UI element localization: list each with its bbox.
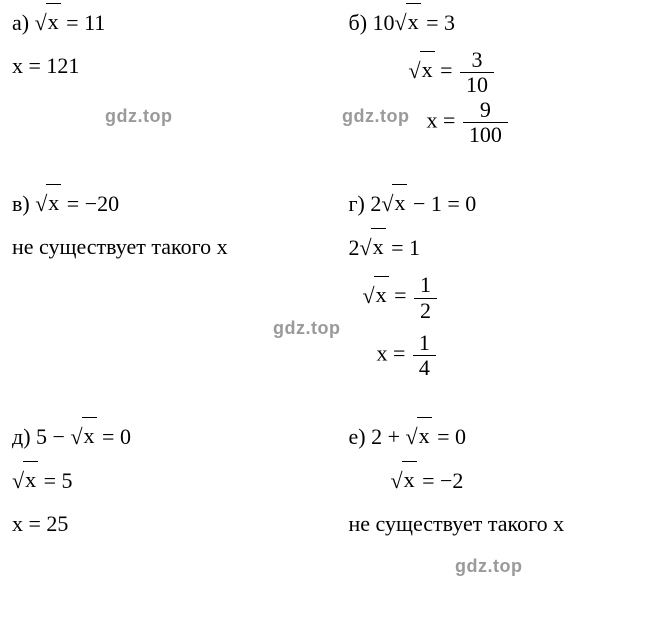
sqrt-arg: x	[374, 276, 389, 312]
sqrt-icon: x	[35, 185, 61, 221]
step-g1: 2x = 1	[349, 229, 658, 265]
problem-b: б) 10x = 3 x = 3 10 x = 9 100	[329, 0, 665, 151]
step-g1-lhs: 2	[349, 235, 360, 260]
sqrt-icon: x	[395, 4, 421, 40]
sqrt-arg: x	[402, 461, 417, 497]
sqrt-icon: x	[70, 418, 96, 454]
eq-b: б) 10 x = 3	[349, 4, 658, 40]
problem-e: е) 2 + x = 0 x = −2 не существует такого…	[329, 414, 665, 546]
problem-v: в) x = −20 не существует такого x	[0, 181, 329, 384]
sqrt-arg: x	[420, 51, 435, 87]
sqrt-arg: x	[82, 417, 97, 453]
problem-a: а) x = 11 x = 121	[0, 0, 329, 151]
step-e1: x = −2	[349, 462, 658, 498]
row-ab: а) x = 11 x = 121 б) 10x = 3 x = 3 10	[0, 0, 665, 151]
frac-den: 4	[413, 356, 436, 380]
eq-b-lhs: 10	[373, 10, 395, 35]
fraction: 3 10	[460, 48, 494, 97]
step-b1: x = 3 10	[349, 48, 658, 97]
step-b2-lhs: x =	[427, 107, 456, 132]
step-d2: x = 25	[12, 506, 321, 541]
eq-b-rhs: = 3	[426, 10, 455, 35]
sqrt-arg: x	[23, 461, 38, 497]
step-g3-lhs: x =	[377, 340, 406, 365]
label-b: б)	[349, 10, 368, 35]
eq-g-rhs: − 1 = 0	[413, 191, 476, 216]
sqrt-icon: x	[406, 418, 432, 454]
sqrt-icon: x	[381, 185, 407, 221]
sqrt-icon: x	[35, 4, 61, 40]
eq-d-lhs: 5 −	[36, 424, 65, 449]
label-e: е)	[349, 424, 366, 449]
frac-den: 100	[463, 123, 508, 147]
sqrt-arg: x	[406, 3, 421, 39]
frac-num: 9	[463, 98, 508, 123]
eq-e-rhs: = 0	[437, 424, 466, 449]
label-g: г)	[349, 191, 365, 216]
sqrt-arg: x	[46, 184, 61, 220]
label-d: д)	[12, 424, 31, 449]
eq-e-lhs: 2 +	[371, 424, 400, 449]
page-container: а) x = 11 x = 121 б) 10x = 3 x = 3 10	[0, 0, 665, 641]
eq-d-rhs: = 0	[102, 424, 131, 449]
eq-a: а) x = 11	[12, 4, 321, 40]
eq-v-rhs: = −20	[67, 191, 119, 216]
eq-g: г) 2x − 1 = 0	[349, 185, 658, 221]
sqrt-arg: x	[417, 417, 432, 453]
fraction: 1 2	[414, 273, 437, 322]
sqrt-arg: x	[371, 228, 386, 264]
step-b2: x = 9 100	[349, 98, 658, 147]
problem-d: д) 5 − x = 0 x = 5 x = 25	[0, 414, 329, 546]
eq-e: е) 2 + x = 0	[349, 418, 658, 454]
step-d1: x = 5	[12, 462, 321, 498]
sqrt-icon: x	[409, 52, 435, 88]
sqrt-icon: x	[363, 277, 389, 313]
row-de: д) 5 − x = 0 x = 5 x = 25 е) 2 + x = 0 x	[0, 414, 665, 546]
step-e1-rhs: = −2	[422, 468, 463, 493]
frac-num: 1	[413, 331, 436, 356]
eq-a-rhs: = 11	[66, 10, 105, 35]
sol-a: x = 121	[12, 48, 321, 83]
step-g1-rhs: = 1	[391, 235, 420, 260]
problem-g: г) 2x − 1 = 0 2x = 1 x = 1 2 x =	[329, 181, 665, 384]
step-g3: x = 1 4	[349, 331, 658, 380]
eq-d: д) 5 − x = 0	[12, 418, 321, 454]
label-v: в)	[12, 191, 30, 216]
label-a: а)	[12, 10, 29, 35]
sqrt-icon: x	[12, 462, 38, 498]
frac-num: 3	[460, 48, 494, 73]
fraction: 1 4	[413, 331, 436, 380]
sqrt-icon: x	[360, 229, 386, 265]
frac-den: 10	[460, 73, 494, 97]
sol-e: не существует такого x	[349, 506, 658, 541]
frac-den: 2	[414, 299, 437, 323]
sqrt-arg: x	[46, 3, 61, 39]
fraction: 9 100	[463, 98, 508, 147]
sqrt-arg: x	[392, 184, 407, 220]
frac-num: 1	[414, 273, 437, 298]
row-vg: в) x = −20 не существует такого x г) 2x …	[0, 181, 665, 384]
sol-v: не существует такого x	[12, 229, 321, 264]
step-d1-rhs: = 5	[44, 468, 73, 493]
sqrt-icon: x	[391, 462, 417, 498]
eq-v: в) x = −20	[12, 185, 321, 221]
step-g2: x = 1 2	[349, 273, 658, 322]
eq-g-lhs: 2	[370, 191, 381, 216]
